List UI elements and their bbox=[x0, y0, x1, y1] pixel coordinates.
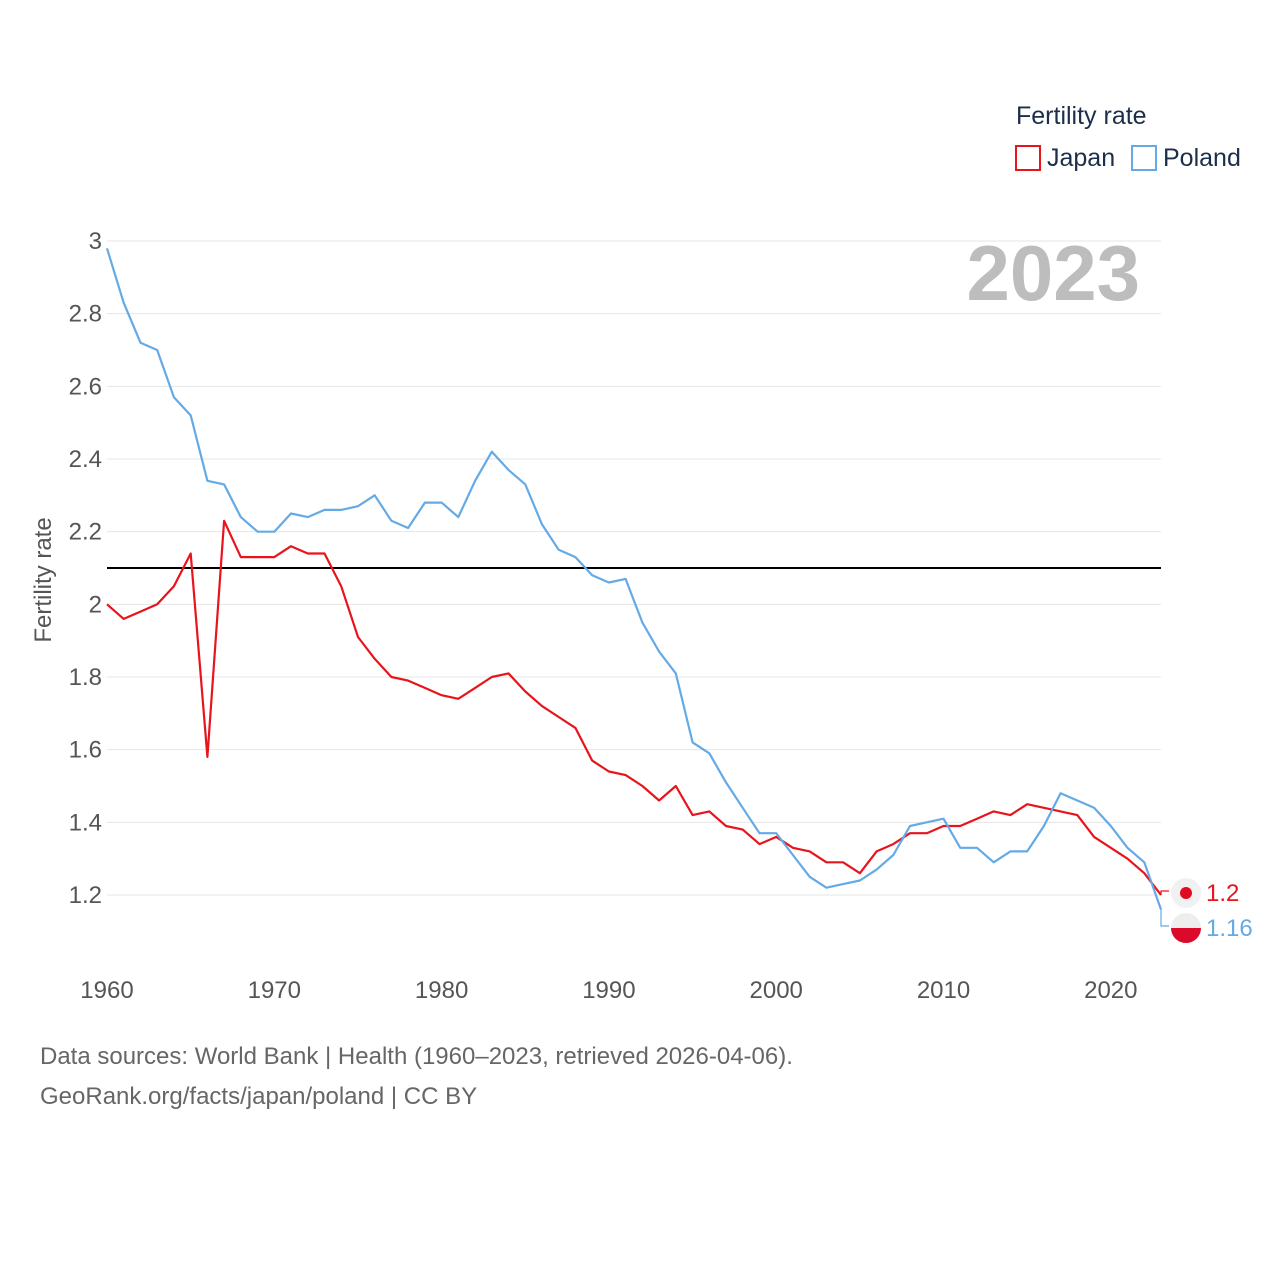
x-tick-label: 2010 bbox=[917, 977, 970, 1004]
end-label-japan: 1.2 bbox=[1206, 880, 1239, 907]
end-labels: 1.2 1.16 bbox=[1160, 878, 1253, 943]
legend: Fertility rate Japan Poland bbox=[1015, 102, 1241, 172]
series-lines bbox=[105, 247, 1163, 910]
y-axis-label: Fertility rate bbox=[30, 517, 57, 642]
y-tick-label: 1.4 bbox=[69, 809, 102, 836]
legend-swatch-japan bbox=[1015, 145, 1041, 171]
y-tick-label: 2.8 bbox=[69, 301, 102, 328]
japan-flag-disc bbox=[1180, 887, 1192, 899]
legend-swatch-poland bbox=[1131, 145, 1157, 171]
legend-label-poland: Poland bbox=[1163, 144, 1241, 172]
source-line: Data sources: World Bank | Health (1960–… bbox=[40, 1043, 793, 1070]
y-tick-label: 1.6 bbox=[69, 737, 102, 764]
end-label-poland: 1.16 bbox=[1206, 915, 1253, 942]
x-tick-label: 1970 bbox=[248, 977, 301, 1004]
end-connector-poland bbox=[1160, 909, 1169, 927]
y-tick-label: 3 bbox=[89, 228, 102, 255]
end-connector-japan bbox=[1160, 890, 1169, 895]
year-watermark: 2023 bbox=[966, 229, 1140, 317]
poland-flag-red-half bbox=[1171, 928, 1201, 943]
x-tick-label: 2020 bbox=[1084, 977, 1137, 1004]
x-tick-label: 1960 bbox=[80, 977, 133, 1004]
url-line: GeoRank.org/facts/japan/poland | CC BY bbox=[40, 1083, 478, 1110]
gridlines bbox=[107, 240, 1161, 896]
x-axis-ticks: 1960 1970 1980 1990 2000 2010 2020 bbox=[80, 977, 1137, 1004]
x-tick-label: 2000 bbox=[750, 977, 803, 1004]
x-tick-label: 1980 bbox=[415, 977, 468, 1004]
legend-label-japan: Japan bbox=[1047, 144, 1115, 172]
y-tick-label: 2.6 bbox=[69, 373, 102, 400]
y-tick-label: 2.2 bbox=[69, 519, 102, 546]
x-tick-label: 1990 bbox=[582, 977, 635, 1004]
y-tick-label: 1.8 bbox=[69, 664, 102, 691]
series-line-poland bbox=[105, 247, 1163, 910]
y-axis-ticks: 1.2 1.4 1.6 1.8 2 2.2 2.4 2.6 2.8 3 bbox=[69, 228, 102, 909]
legend-title: Fertility rate bbox=[1016, 102, 1147, 130]
series-line-japan bbox=[106, 519, 1162, 896]
y-tick-label: 2.4 bbox=[69, 446, 102, 473]
y-tick-label: 1.2 bbox=[69, 882, 102, 909]
y-tick-label: 2 bbox=[89, 591, 102, 618]
